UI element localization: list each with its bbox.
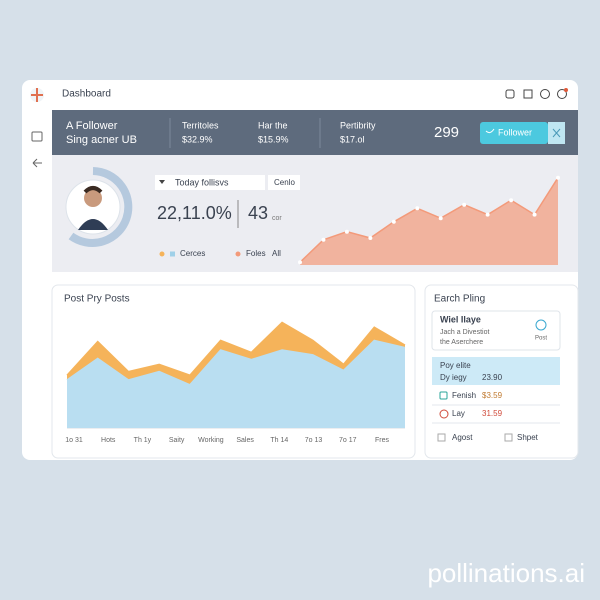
donut (68, 167, 133, 247)
dropdown-label: Today follisvs (175, 177, 229, 187)
header-count: 299 (434, 124, 459, 141)
info-icon-label: Post (535, 336, 547, 342)
legend-dot (159, 251, 165, 257)
bird-icon (485, 128, 495, 134)
legend-dot (235, 251, 241, 257)
x-tick-label: Th 14 (270, 437, 288, 444)
x-tick-label: Working (198, 437, 224, 444)
header-label: Har the (258, 120, 288, 130)
point (321, 237, 326, 242)
header-value: $32.9% (182, 134, 213, 144)
list-label: Poy elite (440, 361, 471, 370)
dropdown[interactable] (155, 175, 265, 190)
point (462, 202, 467, 207)
x-tick-label: 1o 31 (65, 437, 83, 444)
x-tick-label: Saity (169, 437, 185, 444)
avatar-hair (83, 186, 103, 194)
secondary-unit: cor (272, 215, 282, 222)
page-title: Dashboard (62, 89, 111, 100)
tag-label: Cenlo (274, 178, 295, 187)
legend-swatch (170, 251, 175, 257)
icon[interactable] (523, 89, 533, 99)
legend-label: Cerces (180, 249, 205, 258)
checkbox[interactable] (504, 433, 513, 442)
follow-button[interactable] (480, 122, 548, 144)
info-line: the Aserchere (440, 339, 483, 346)
legend-label: All (272, 249, 281, 258)
list-highlight[interactable] (432, 357, 560, 385)
icon[interactable] (540, 89, 550, 99)
dropdown-arrow (159, 180, 165, 184)
list-value: 23.90 (482, 373, 503, 382)
list-label: Dy iegy (440, 373, 467, 382)
point (344, 229, 349, 234)
list-label: Lay (452, 409, 465, 418)
header-value: Sing acner UB (66, 134, 137, 146)
point (368, 236, 373, 240)
list-icon (439, 409, 449, 419)
point (509, 198, 514, 203)
icon[interactable] (505, 89, 515, 99)
posts-area-line (66, 339, 406, 386)
posts-title: Post Pry Posts (64, 294, 130, 305)
header-value: $17.ol (340, 134, 365, 144)
x-tick-label: Hots (101, 437, 116, 444)
list-icon (439, 391, 448, 400)
x-tick-label: 7o 13 (305, 437, 323, 444)
checkbox[interactable] (437, 433, 446, 442)
header-label: Pertibrity (340, 120, 376, 130)
info-box (431, 310, 561, 351)
sidebar-icon[interactable] (32, 158, 42, 168)
primary-stat: 22,11.0% (157, 203, 232, 223)
header-value: $15.9% (258, 134, 289, 144)
header-label: A Follower (66, 120, 118, 132)
list-value: $3.59 (482, 391, 503, 400)
info-line: Jach a Divestiot (440, 329, 489, 336)
legend-label: Foles (246, 249, 266, 258)
avatar-body (78, 219, 108, 230)
point (391, 219, 396, 224)
posts-area-line (66, 321, 406, 377)
avatar-face (84, 189, 102, 207)
info-title: Wiel Ilaye (440, 314, 481, 324)
x-tick-label: Fres (375, 437, 390, 444)
checkbox-label: Shpet (517, 433, 539, 442)
trend-area (300, 177, 558, 265)
point (485, 212, 490, 217)
follow-button-label: Follower (498, 127, 532, 137)
point (415, 206, 420, 211)
close-icon (552, 128, 561, 138)
point (532, 212, 537, 217)
secondary-stat: 43 (248, 203, 268, 223)
point (556, 175, 560, 180)
point (438, 216, 443, 221)
side-title: Earch Pling (434, 294, 485, 305)
posts-area (67, 340, 405, 428)
header-label: Territoles (182, 120, 219, 130)
tag[interactable] (268, 175, 300, 190)
logo-mark (31, 88, 43, 102)
point (298, 260, 302, 265)
x-tick-label: Sales (236, 437, 254, 444)
x-tick-label: 7o 17 (339, 437, 357, 444)
watermark: pollinations.ai (427, 558, 585, 588)
checkbox-label: Agost (452, 433, 473, 442)
list-value: 31.59 (482, 409, 503, 418)
sidebar-icon[interactable] (31, 131, 43, 142)
icon[interactable] (557, 89, 567, 99)
list-label: Fenish (452, 391, 476, 400)
badge (564, 88, 568, 92)
trend-area-line (299, 177, 559, 263)
x-tick-label: Th 1y (134, 437, 152, 444)
info-icon[interactable] (535, 319, 547, 331)
